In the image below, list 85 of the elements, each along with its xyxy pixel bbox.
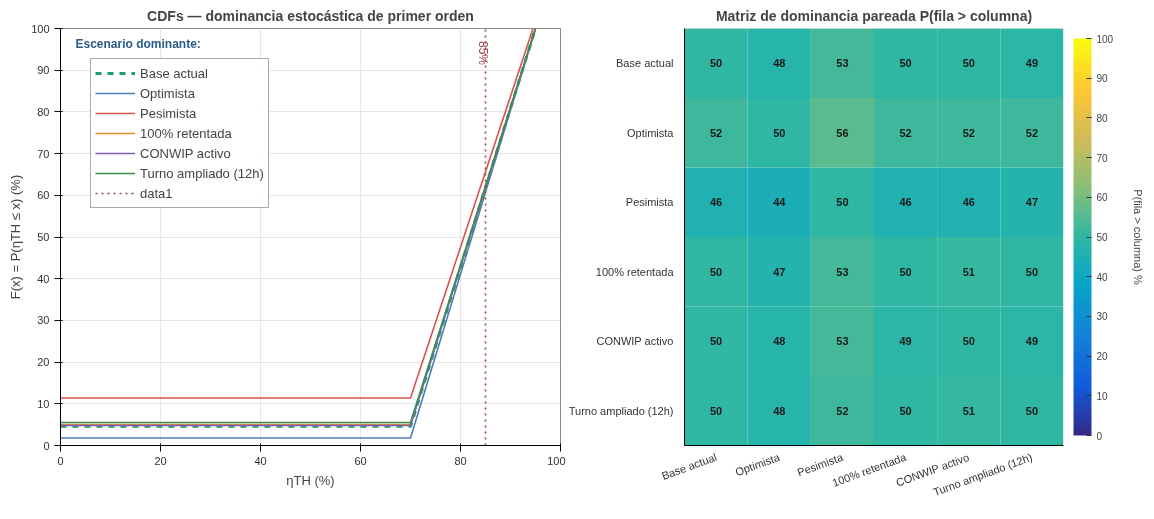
data-label: 47 [1025,196,1039,209]
data-label: 52 [1025,126,1039,139]
legend-label: Base actual [140,65,208,81]
y-tick-label: 60 [37,189,50,202]
legend-label: 100% retentada [140,125,232,141]
data-label: 52 [962,126,975,139]
chart-title: CDFs — dominancia estocástica de primer orden [147,7,474,24]
data-label: 44 [773,196,787,209]
chart-title: Matriz de dominancia pareada P(fila > columna) [715,7,1033,24]
data-label: 50 [962,335,975,348]
data-label: 53 [836,265,849,278]
data-label: 50 [1025,265,1039,278]
color-bar-title: P(fila > columna) % [1131,189,1144,286]
data-label: 48 [773,57,786,70]
data-label: 49 [1025,335,1039,348]
data-label: 50 [709,57,723,70]
data-label: 56 [836,126,849,139]
y-tick-label: CONWIP activo [596,335,674,348]
y-tick-label: 10 [37,397,50,410]
data-label: 50 [899,404,912,417]
y-tick-label: 50 [37,231,50,243]
x-tick-label: 20 [154,454,167,467]
color-bar-label: 70 [1096,152,1109,164]
data-label: 46 [899,196,912,209]
color-bar-label: 80 [1096,112,1109,124]
y-tick-label: 90 [37,64,50,77]
data-label: 50 [962,57,975,70]
data-label: 50 [1025,404,1039,417]
color-bar-label: 100 [1096,33,1114,45]
x-tick-label: Base actual [660,450,719,482]
legend-label: Turno ampliado (12h) [140,165,264,181]
legend-label: data1 [140,185,173,201]
y-tick-label: Optimista [627,126,675,139]
y-tick-label: Base actual [616,57,674,70]
y-axis-title: F(x) = P(ηTH ≤ x) (%) [8,174,24,300]
color-bar-label: 90 [1096,73,1109,85]
color-bar-label: 60 [1096,192,1109,204]
data-label: 52 [709,126,723,139]
data-label: 48 [773,404,786,417]
x-tick-label: 100 [547,454,566,467]
x-tick-label: 60 [354,454,367,467]
y-tick-label: 70 [37,147,50,160]
color-bar-label: 0 [1096,430,1103,442]
data-label: 50 [899,265,912,278]
legend-label: CONWIP activo [140,145,231,161]
data-label: 52 [899,126,912,139]
y-tick-label: 20 [37,356,50,369]
data-label: 46 [709,196,723,209]
data-label: 51 [962,404,975,417]
color-bar-label: 10 [1096,390,1109,402]
data-label: 53 [836,335,849,348]
legend-label: Pesimista [140,105,197,121]
data-label: 50 [899,57,912,70]
data-label: 49 [1025,57,1039,70]
annotation: 85% [475,41,490,66]
y-tick-label: 80 [37,105,50,118]
data-label: 50 [709,404,723,417]
annotation: Escenario dominante: [75,36,201,51]
color-bar-label: 30 [1096,311,1109,323]
legend-label: Optimista [140,85,195,101]
y-tick-label: 100 [31,22,50,35]
data-label: 52 [836,404,849,417]
y-tick-label: 40 [37,272,50,285]
data-label: 50 [836,196,849,209]
x-axis-title: ηTH (%) [286,472,335,488]
data-label: 49 [899,335,912,348]
x-tick-label: 0 [57,454,64,467]
color-bar-label: 20 [1096,351,1109,363]
color-bar-label: 40 [1096,271,1109,283]
y-tick-label: 100% retentada [595,265,675,278]
data-label: 50 [773,126,786,139]
y-tick-label: Pesimista [625,196,675,209]
data-label: 47 [773,265,786,278]
y-tick-label: 0 [43,439,50,452]
y-tick-label: 30 [37,314,50,327]
x-tick-label: 80 [454,454,467,467]
color-bar-label: 50 [1096,232,1109,243]
data-label: 50 [709,265,723,278]
data-label: 48 [773,335,786,348]
y-tick-label: Turno ampliado (12h) [568,404,674,417]
data-label: 46 [962,196,975,209]
data-label: 51 [962,265,975,278]
x-tick-label: 40 [254,454,267,467]
data-label: 50 [709,335,723,348]
data-label: 53 [836,57,849,70]
